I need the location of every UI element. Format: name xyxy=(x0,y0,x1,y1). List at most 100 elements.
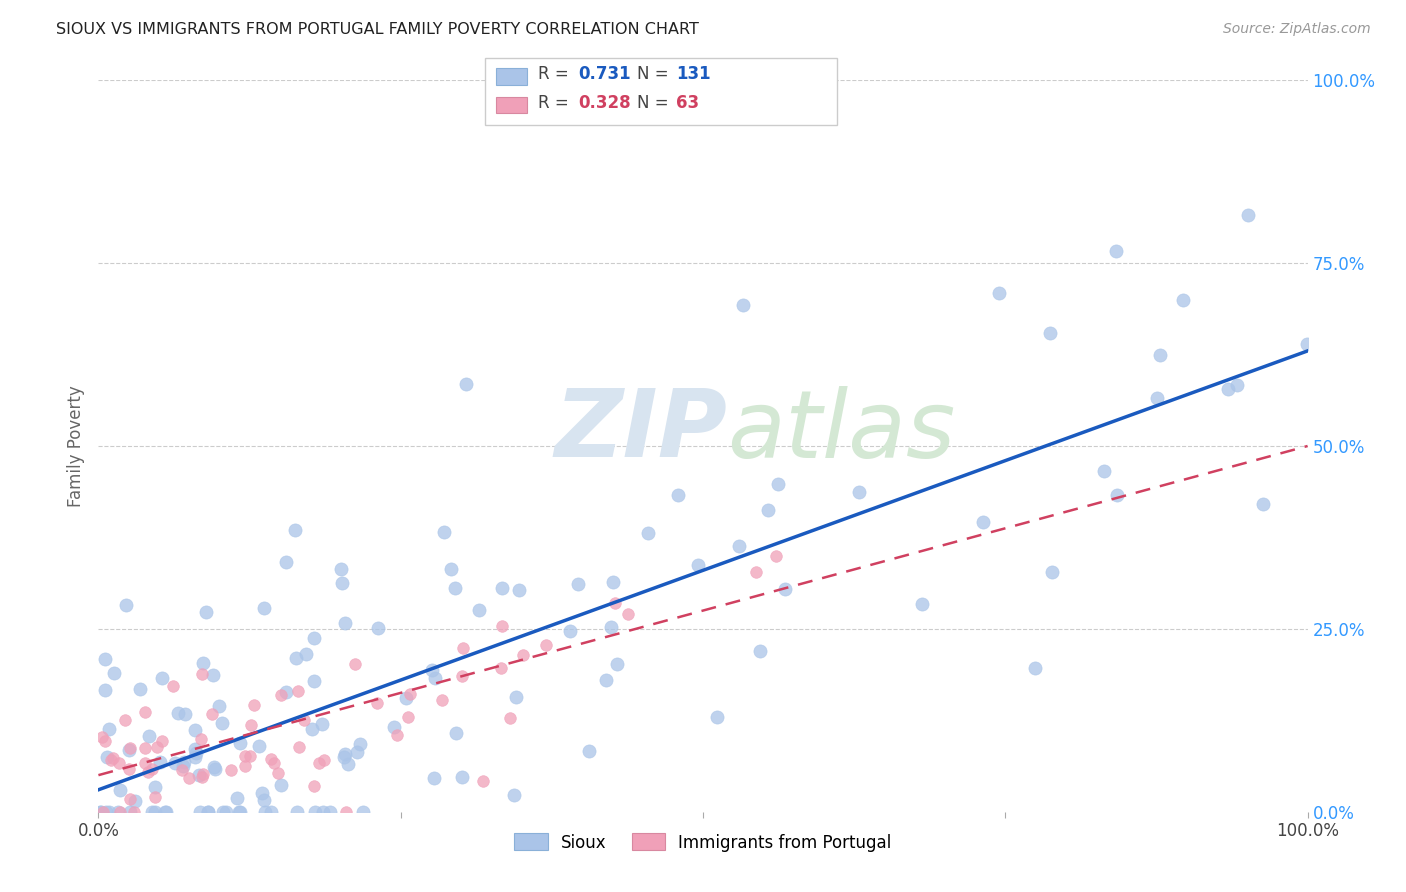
Point xyxy=(498,711,520,725)
Point xyxy=(439,562,461,576)
Point xyxy=(177,771,200,785)
Point xyxy=(201,668,224,682)
Point xyxy=(491,660,513,674)
Point xyxy=(304,805,326,819)
Point xyxy=(385,728,408,742)
Point xyxy=(319,805,342,819)
Text: R =: R = xyxy=(538,94,575,112)
Point xyxy=(134,705,156,719)
Text: atlas: atlas xyxy=(727,386,956,477)
Point xyxy=(253,793,276,807)
Point xyxy=(134,756,156,770)
Point xyxy=(253,600,276,615)
Point xyxy=(1218,382,1240,396)
Legend: Sioux, Immigrants from Portugal: Sioux, Immigrants from Portugal xyxy=(508,827,898,858)
Point xyxy=(233,759,256,773)
Point xyxy=(765,549,787,563)
Point xyxy=(491,581,513,595)
Point xyxy=(208,698,231,713)
Point xyxy=(312,753,335,767)
Point xyxy=(211,715,233,730)
Point xyxy=(108,805,131,819)
Point xyxy=(756,502,779,516)
Point xyxy=(228,805,250,819)
Point xyxy=(453,640,475,655)
Point xyxy=(93,734,115,748)
Text: N =: N = xyxy=(637,65,673,83)
Point xyxy=(444,725,467,739)
Point xyxy=(302,673,325,688)
Point xyxy=(143,790,166,805)
Text: Source: ZipAtlas.com: Source: ZipAtlas.com xyxy=(1223,22,1371,37)
Point xyxy=(366,696,388,710)
Point xyxy=(600,620,623,634)
Point xyxy=(1251,497,1274,511)
Point xyxy=(270,688,292,702)
Point xyxy=(184,723,207,738)
Point xyxy=(637,526,659,541)
Point xyxy=(728,539,751,553)
Point xyxy=(1149,347,1171,361)
Point xyxy=(382,720,405,734)
Text: N =: N = xyxy=(637,94,673,112)
Point xyxy=(301,722,323,736)
Point xyxy=(503,788,526,802)
Point xyxy=(162,679,184,693)
Point xyxy=(1146,391,1168,405)
Point xyxy=(141,762,163,776)
Point xyxy=(228,805,250,819)
Point xyxy=(240,718,263,732)
Point xyxy=(848,485,870,500)
Point xyxy=(191,656,214,670)
Point xyxy=(193,767,215,781)
Point xyxy=(149,755,172,769)
Point xyxy=(578,744,600,758)
Point xyxy=(155,805,177,819)
Point xyxy=(745,565,768,579)
Point xyxy=(602,574,624,589)
Point xyxy=(352,805,374,819)
Point xyxy=(155,805,177,819)
Point xyxy=(617,607,640,622)
Point xyxy=(190,732,212,747)
Point xyxy=(118,741,141,756)
Point xyxy=(284,523,307,537)
Point xyxy=(96,805,118,819)
Point xyxy=(250,786,273,800)
Point xyxy=(274,685,297,699)
Text: ZIP: ZIP xyxy=(554,385,727,477)
Point xyxy=(749,643,772,657)
Point xyxy=(96,750,118,764)
Point xyxy=(150,671,173,685)
Point xyxy=(108,756,131,770)
Point xyxy=(311,717,333,731)
Point xyxy=(191,770,214,784)
Point xyxy=(94,682,117,697)
Point xyxy=(260,751,283,765)
Point xyxy=(467,603,489,617)
Point xyxy=(731,298,754,312)
Point xyxy=(333,749,356,764)
Point xyxy=(260,805,283,819)
Point xyxy=(606,657,628,671)
Point xyxy=(423,671,446,685)
Point xyxy=(343,657,366,671)
Point xyxy=(103,665,125,680)
Point xyxy=(129,681,152,696)
Text: R =: R = xyxy=(538,65,575,83)
Point xyxy=(195,605,218,619)
Point xyxy=(90,730,112,744)
Point xyxy=(97,805,120,819)
Point xyxy=(247,739,270,753)
Point xyxy=(89,805,111,819)
Point xyxy=(1225,377,1247,392)
Point xyxy=(505,690,527,704)
Point xyxy=(688,558,710,573)
Point xyxy=(308,756,330,771)
Point xyxy=(367,621,389,635)
Point xyxy=(197,805,219,819)
Point xyxy=(114,713,136,727)
Point xyxy=(173,755,195,769)
Point xyxy=(239,749,262,764)
Point xyxy=(444,581,467,595)
